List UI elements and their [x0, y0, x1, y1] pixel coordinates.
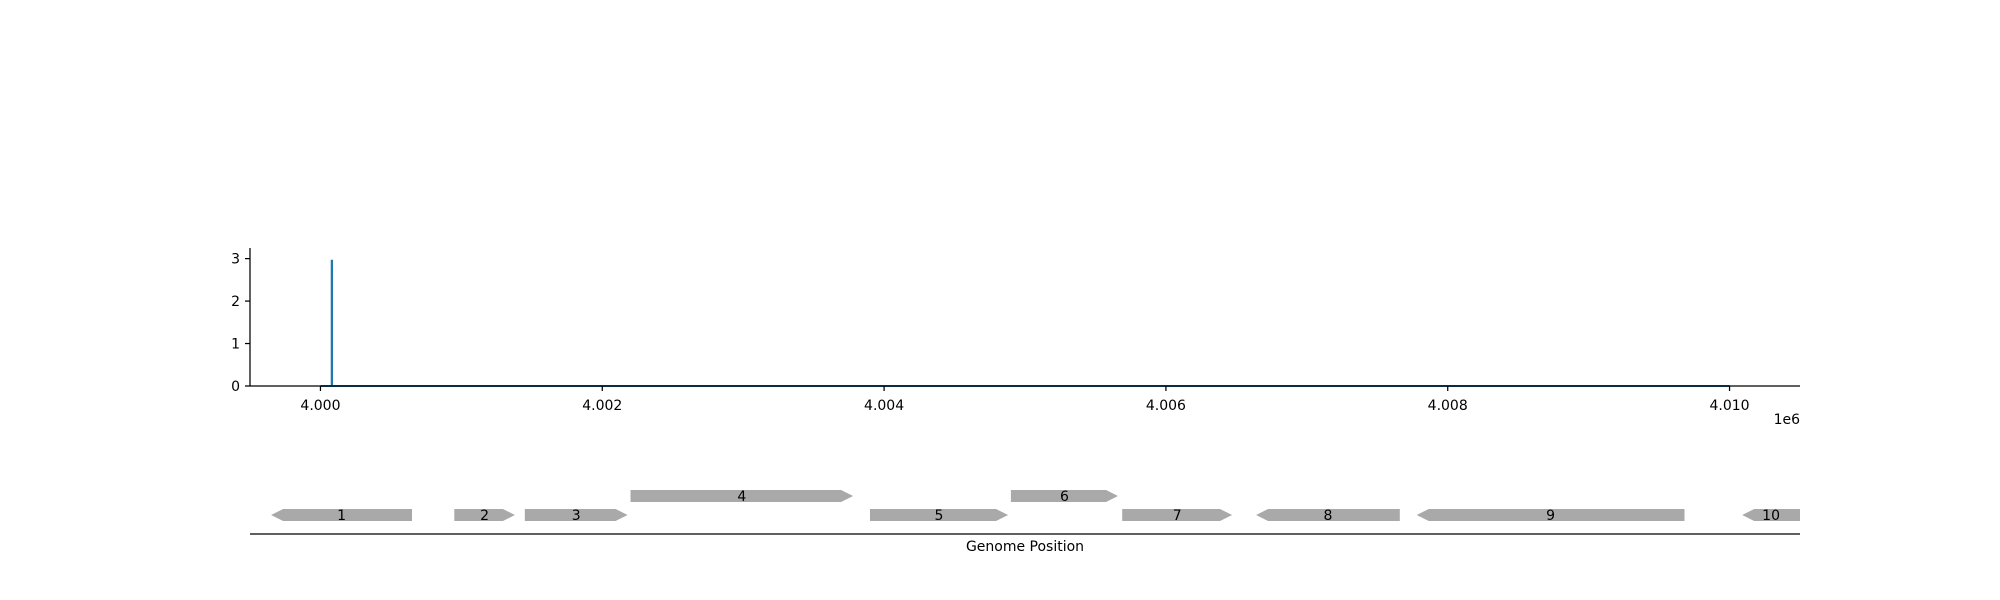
x-tick-label: 4.006 — [1146, 398, 1186, 414]
x-tick-label: 4.004 — [864, 398, 904, 414]
x-tick-label: 4.008 — [1428, 398, 1468, 414]
gene-label-4: 4 — [737, 489, 746, 505]
coverage-series — [320, 259, 1730, 387]
coverage-plot: 4.000 4.002 4.004 4.006 4.008 4.010 0 1 2 3 1e6 — [231, 248, 1800, 428]
gene-arrow-5 — [870, 509, 1009, 521]
gene-arrow-7 — [1122, 509, 1233, 521]
y-tick-label: 3 — [231, 252, 240, 268]
coverage-line-0 — [320, 259, 1730, 387]
gene-label-8: 8 — [1324, 508, 1333, 524]
gene-label-2: 2 — [480, 508, 489, 524]
x-tick-label: 4.000 — [300, 398, 340, 414]
y-tick-label: 0 — [231, 379, 240, 395]
gene-arrow-1 — [271, 509, 412, 521]
gene-arrow-10 — [1742, 509, 1800, 521]
y-axis-ticks: 0 1 2 3 — [231, 252, 250, 395]
gene-arrow-2 — [454, 509, 515, 521]
gene-label-1: 1 — [337, 508, 346, 524]
gene-label-6: 6 — [1060, 489, 1069, 505]
gene-arrow-9 — [1416, 509, 1685, 521]
y-tick-label: 2 — [231, 294, 240, 310]
gene-arrow-3 — [524, 509, 628, 521]
x-tick-label: 4.002 — [582, 398, 622, 414]
x-axis-offset-label: 1e6 — [1774, 412, 1801, 428]
gene-arrow-8 — [1256, 509, 1400, 521]
gene-label-5: 5 — [935, 508, 944, 524]
gene-track-x-axis-label: Genome Position — [966, 539, 1084, 555]
x-axis-ticks: 4.000 4.002 4.004 4.006 4.008 4.010 — [300, 386, 1750, 414]
x-tick-label: 4.010 — [1709, 398, 1749, 414]
y-tick-label: 1 — [231, 337, 240, 353]
gene-label-10: 10 — [1762, 508, 1780, 524]
gene-track: 1 2 3 4 5 6 7 8 9 10 Genome Position — [250, 489, 1800, 555]
gene-label-3: 3 — [572, 508, 581, 524]
gene-label-9: 9 — [1546, 508, 1555, 524]
gene-arrow-6 — [1010, 490, 1118, 502]
gene-label-7: 7 — [1173, 508, 1182, 524]
gene-features: 1 2 3 4 5 6 7 8 9 10 — [271, 489, 1800, 524]
gene-arrow-4 — [630, 490, 854, 502]
